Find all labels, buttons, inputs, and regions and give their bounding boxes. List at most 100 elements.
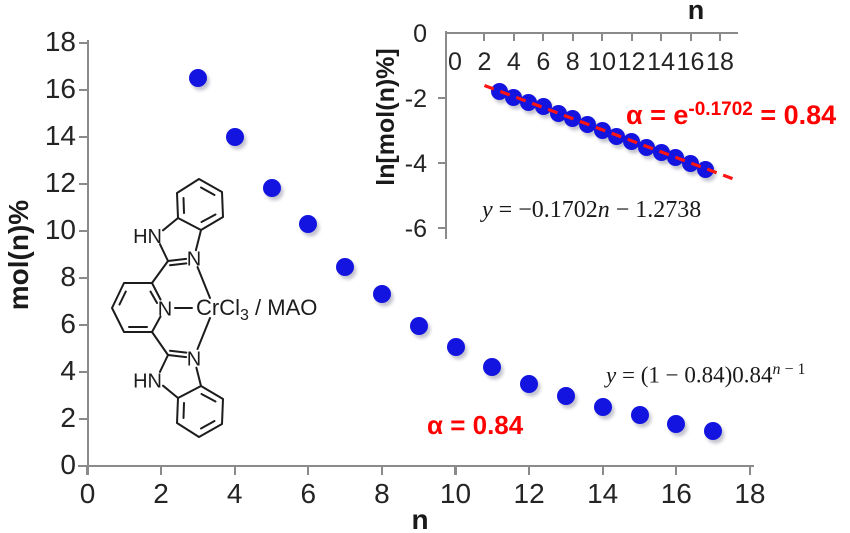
cr-coordination-bonds bbox=[174, 266, 211, 350]
main-x-tick-label: 14 bbox=[587, 478, 619, 509]
inset-x-tick-label: 16 bbox=[676, 48, 705, 76]
alpha-equation-inset: α = e-0.1702 = 0.84 bbox=[626, 95, 836, 129]
main-x-tick-label: 10 bbox=[439, 478, 472, 509]
inset-x-tick bbox=[483, 33, 486, 41]
inset-x-tick bbox=[660, 33, 663, 41]
main-data-point bbox=[556, 386, 575, 405]
benzene-bottom-bonds bbox=[176, 385, 224, 438]
main-x-axis-line bbox=[78, 464, 754, 468]
inset-x-tick-label: 8 bbox=[565, 48, 580, 76]
n-top-atom-label: N bbox=[187, 249, 201, 271]
main-x-tick bbox=[307, 467, 310, 475]
main-y-tick-label: 2 bbox=[60, 402, 76, 433]
schulz-flory-equation: y = (1 − 0.84)0.84n − 1 bbox=[606, 358, 806, 388]
main-y-tick bbox=[79, 417, 88, 421]
main-x-tick bbox=[454, 467, 457, 475]
main-data-point bbox=[372, 285, 391, 304]
main-y-tick-label: 12 bbox=[44, 167, 76, 198]
main-data-point bbox=[520, 374, 539, 393]
main-x-tick bbox=[233, 467, 236, 475]
crcl-text: CrCl bbox=[196, 295, 240, 320]
inset-y-axis-line bbox=[444, 31, 447, 239]
alpha-inset-base2: = 0.84 bbox=[752, 100, 837, 130]
main-x-tick-label: 6 bbox=[300, 478, 317, 509]
eq-inset-coef: = −0.1702 bbox=[492, 197, 598, 223]
main-y-axis-line bbox=[86, 40, 89, 474]
pyridine-double-bonds bbox=[118, 290, 158, 328]
crcl3-mao-label: CrCl3 / MAO bbox=[196, 295, 317, 324]
inset-x-tick bbox=[542, 33, 545, 41]
main-data-point bbox=[446, 338, 465, 357]
benzene-bottom-double-bonds bbox=[182, 393, 217, 430]
main-y-tick-label: 14 bbox=[44, 120, 76, 151]
inset-x-tick-label: 12 bbox=[617, 48, 646, 76]
main-x-tick-label: 2 bbox=[153, 478, 169, 509]
main-x-tick-label: 4 bbox=[226, 478, 243, 509]
inset-x-tick-label: 10 bbox=[588, 48, 617, 76]
inset-y-tick-label: -4 bbox=[404, 150, 427, 178]
benzene-top-double-bonds bbox=[182, 186, 217, 223]
alpha-inset-exponent: -0.1702 bbox=[688, 99, 753, 120]
main-data-point bbox=[225, 128, 244, 146]
inset-y-tick bbox=[437, 97, 446, 99]
main-x-tick bbox=[748, 467, 751, 475]
main-data-point bbox=[299, 214, 318, 233]
mao-text: / MAO bbox=[249, 295, 317, 320]
benzene-top-bonds bbox=[176, 178, 224, 231]
main-x-tick-label: 16 bbox=[660, 478, 692, 509]
inset-x-tick bbox=[601, 33, 604, 41]
main-data-point bbox=[483, 358, 502, 377]
inset-x-tick-label: 18 bbox=[706, 48, 734, 76]
pyridine-ring-bonds bbox=[111, 282, 162, 333]
main-x-axis-title: n bbox=[411, 504, 429, 533]
main-x-tick bbox=[160, 467, 163, 475]
main-y-tick-label: 16 bbox=[44, 73, 76, 104]
eq-inset-y: y bbox=[482, 197, 493, 223]
main-y-tick-label: 18 bbox=[44, 26, 76, 57]
inset-x-axis-top-title: n bbox=[687, 0, 705, 25]
inset-y-tick-label: 0 bbox=[413, 20, 427, 48]
eq-main-exp-n: n bbox=[772, 361, 781, 378]
main-y-tick bbox=[79, 276, 88, 280]
cl-subscript: 3 bbox=[240, 307, 249, 324]
inset-x-tick bbox=[571, 33, 574, 41]
eq-main-body: = (1 − 0.84)0.84 bbox=[616, 362, 773, 388]
catalyst-structure-drawing: HN N N N HN CrCl3 / MAO bbox=[111, 178, 317, 438]
imidazole-top-bonds bbox=[158, 217, 202, 267]
eq-inset-n: n bbox=[597, 197, 610, 223]
main-x-tick bbox=[86, 467, 89, 475]
n-bottom-atom-label: N bbox=[187, 349, 201, 371]
inset-x-tick bbox=[689, 33, 692, 41]
main-data-point bbox=[188, 69, 207, 88]
inset-x-tick-label: 0 bbox=[448, 48, 462, 76]
main-y-tick bbox=[79, 229, 88, 233]
main-y-tick-label: 8 bbox=[60, 261, 76, 292]
inset-fit-equation: y = −0.1702n − 1.2738 bbox=[482, 198, 701, 223]
imidazole-bottom-bonds bbox=[158, 349, 202, 399]
main-data-point bbox=[336, 258, 355, 277]
linker-bonds bbox=[151, 260, 169, 356]
main-x-tick bbox=[528, 467, 531, 475]
hn-bottom-atom-label: HN bbox=[133, 371, 162, 393]
alpha-inset-base1: α = e bbox=[626, 100, 689, 130]
main-x-tick-label: 12 bbox=[513, 478, 545, 509]
main-y-tick bbox=[79, 464, 88, 468]
inset-x-tick bbox=[630, 33, 633, 41]
main-x-tick-label: 0 bbox=[79, 478, 96, 509]
main-y-axis-title: mol(n)% bbox=[3, 199, 34, 311]
main-y-tick bbox=[79, 41, 88, 45]
main-y-tick-label: 4 bbox=[60, 355, 76, 386]
inset-y-tick bbox=[437, 162, 446, 164]
main-data-point bbox=[704, 421, 723, 440]
main-y-tick bbox=[79, 370, 88, 374]
main-y-tick bbox=[79, 135, 88, 139]
main-y-tick-label: 10 bbox=[44, 214, 76, 245]
main-data-point bbox=[409, 317, 428, 336]
main-x-tick bbox=[380, 467, 383, 475]
main-y-tick bbox=[79, 323, 88, 327]
main-y-tick bbox=[79, 88, 88, 92]
main-x-tick bbox=[601, 467, 604, 475]
main-data-point bbox=[593, 398, 612, 417]
eq-main-y: y bbox=[606, 362, 617, 388]
inset-y-tick-label: -2 bbox=[404, 85, 427, 113]
